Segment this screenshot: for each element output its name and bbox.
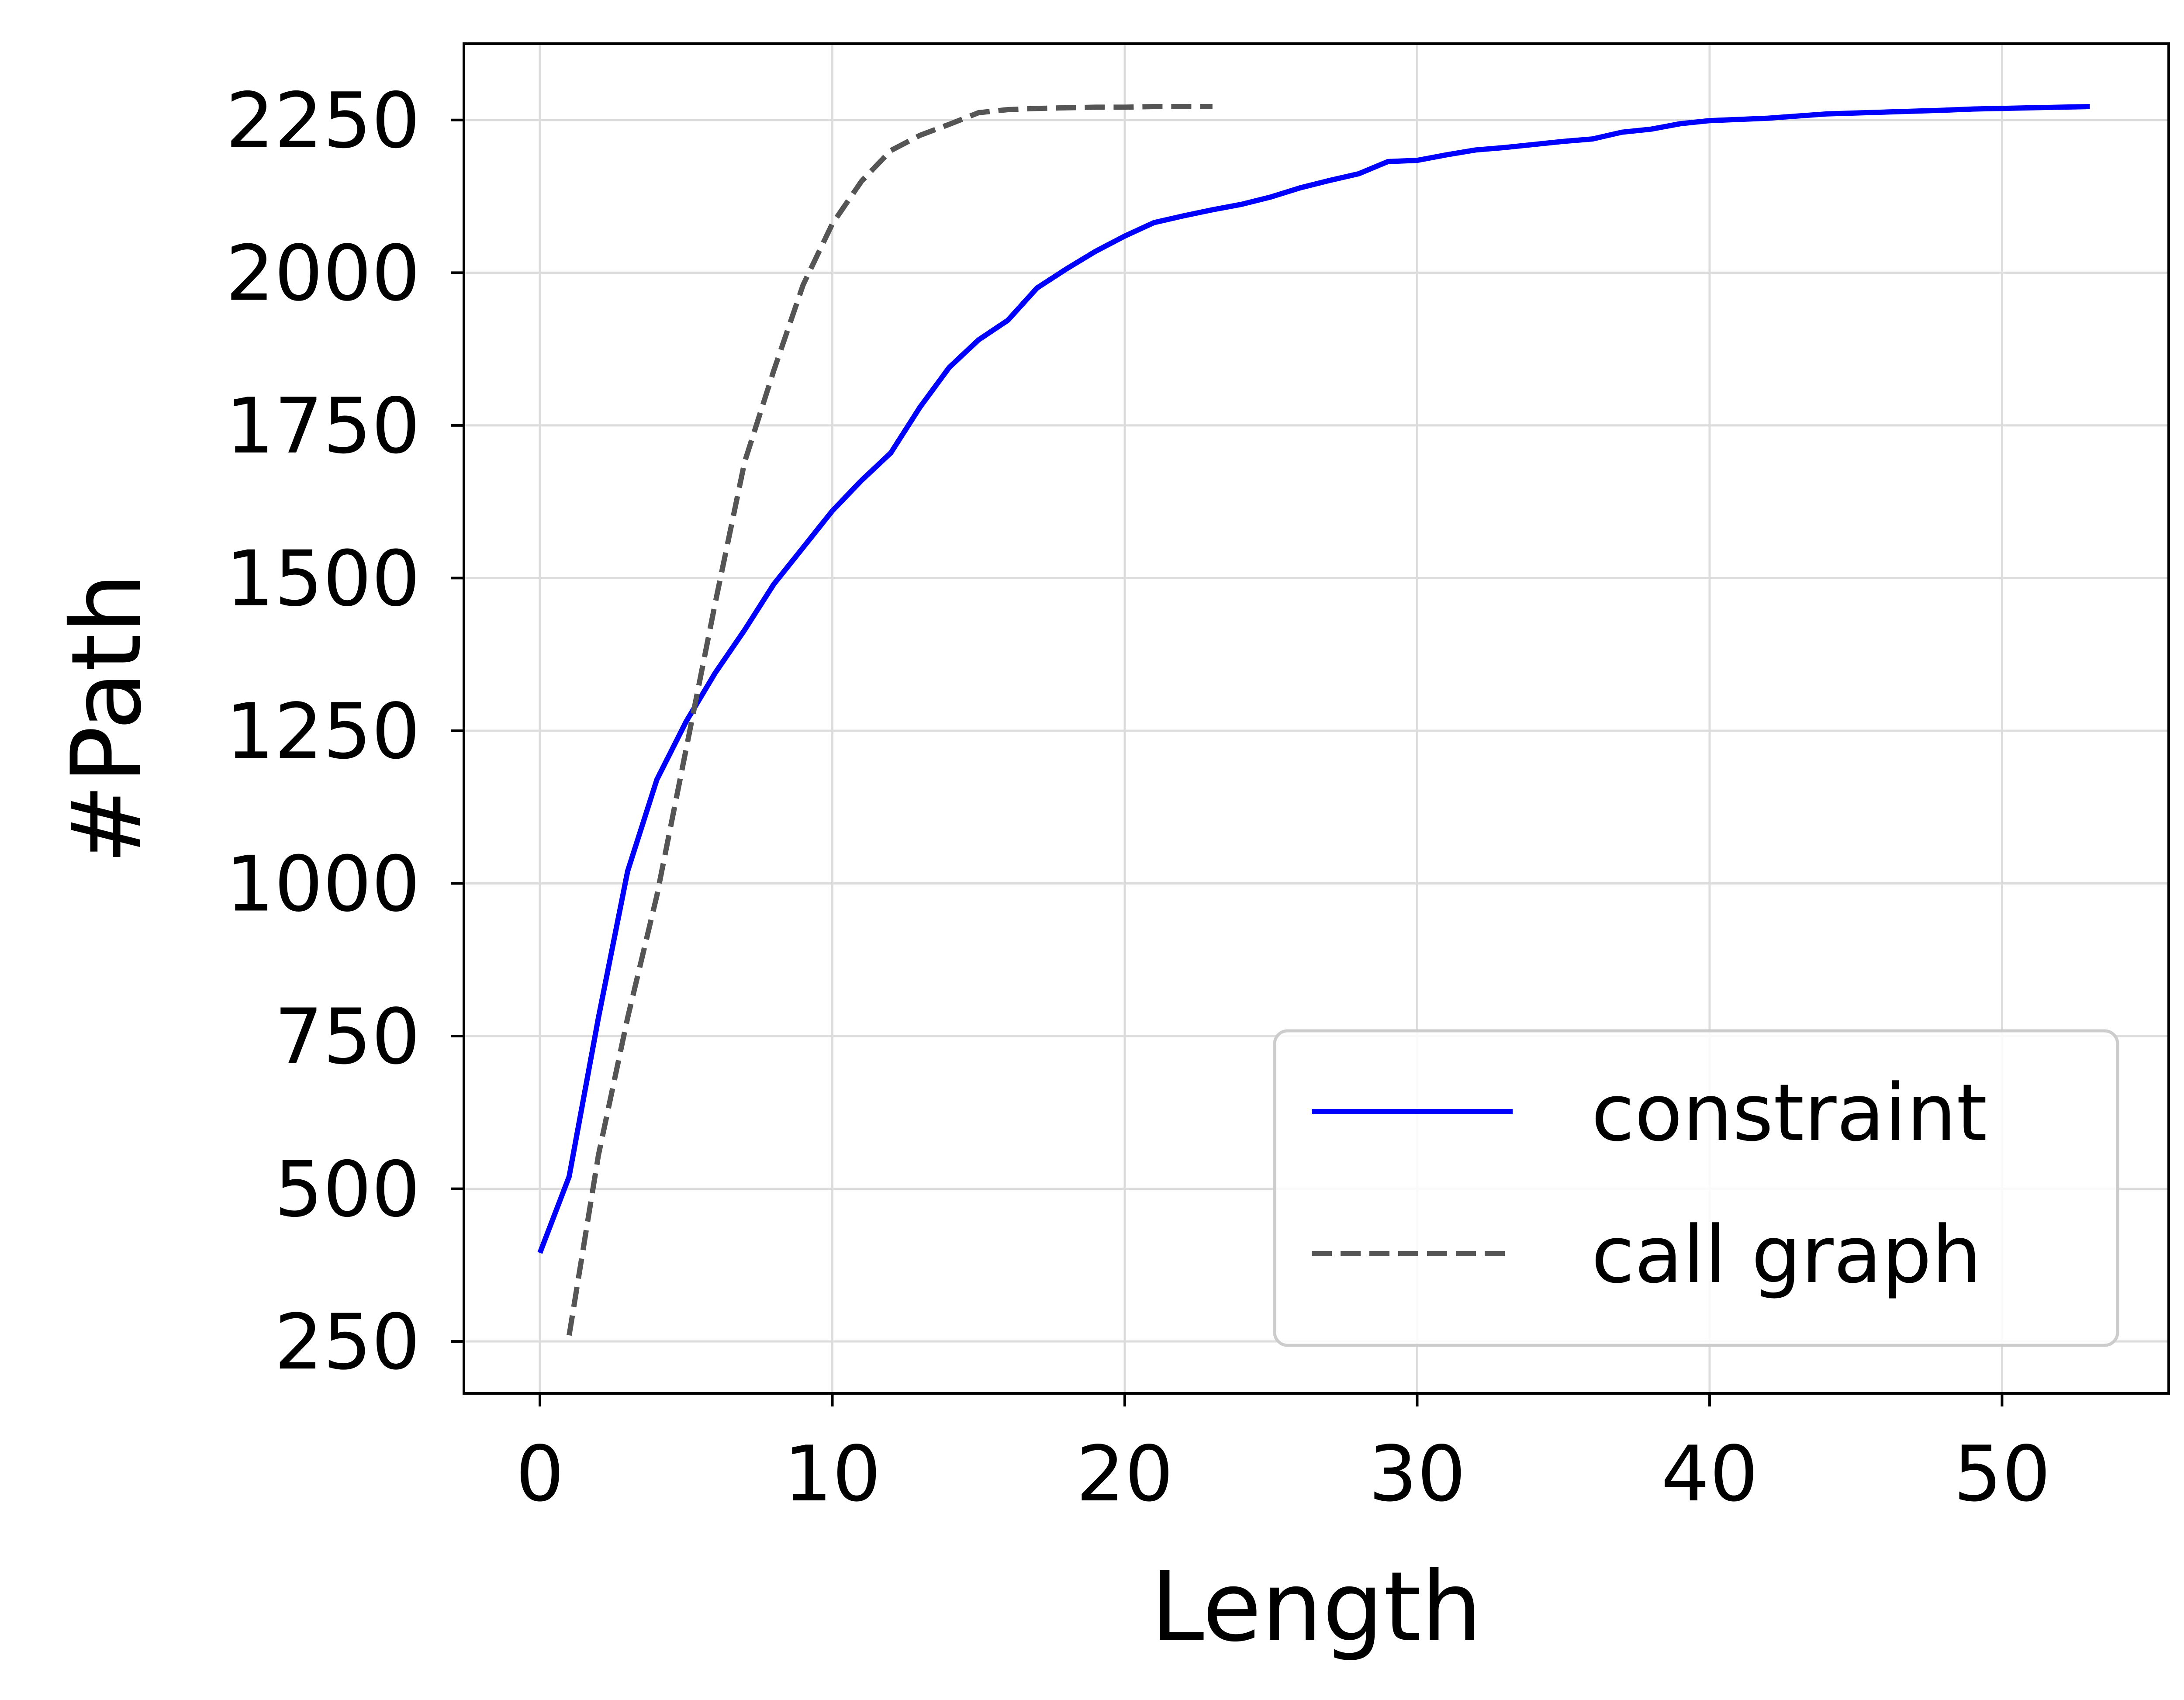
x-tick-label: 20	[1076, 1430, 1174, 1519]
grid-lines	[464, 44, 2169, 1393]
legend-label-constraint: constraint	[1591, 1068, 1987, 1159]
x-tick-label: 30	[1368, 1430, 1466, 1519]
series-lines	[537, 104, 2090, 1336]
y-tick-label: 1500	[226, 535, 420, 623]
series-line-constraint	[537, 104, 2090, 1254]
axis-ticks: 0 10 20 30 40 50 250 500 750 1000 1250 1500 1750 2000…	[226, 77, 2051, 1519]
plot-frame	[463, 42, 2170, 1395]
y-tick-label: 1250	[226, 688, 420, 776]
y-tick-label: 750	[274, 993, 420, 1082]
legend-label-call-graph: call graph	[1591, 1209, 1981, 1301]
x-axis-label: Length	[1151, 1551, 1482, 1663]
x-tick-label: 0	[515, 1430, 564, 1519]
x-tick-label: 40	[1661, 1430, 1759, 1519]
y-axis-label: #Path	[51, 573, 162, 864]
x-tick-label: 50	[1953, 1430, 2051, 1519]
x-tick-label: 10	[784, 1430, 881, 1519]
y-tick-label: 250	[274, 1298, 420, 1387]
legend: constraint call graph	[1273, 1029, 2119, 1347]
y-tick-label: 500	[274, 1146, 420, 1234]
y-tick-label: 2250	[226, 77, 420, 166]
y-tick-label: 1750	[226, 382, 420, 471]
series-line-call-graph	[567, 104, 1213, 1336]
y-tick-label: 1000	[226, 840, 420, 929]
y-tick-label: 2000	[226, 229, 420, 318]
